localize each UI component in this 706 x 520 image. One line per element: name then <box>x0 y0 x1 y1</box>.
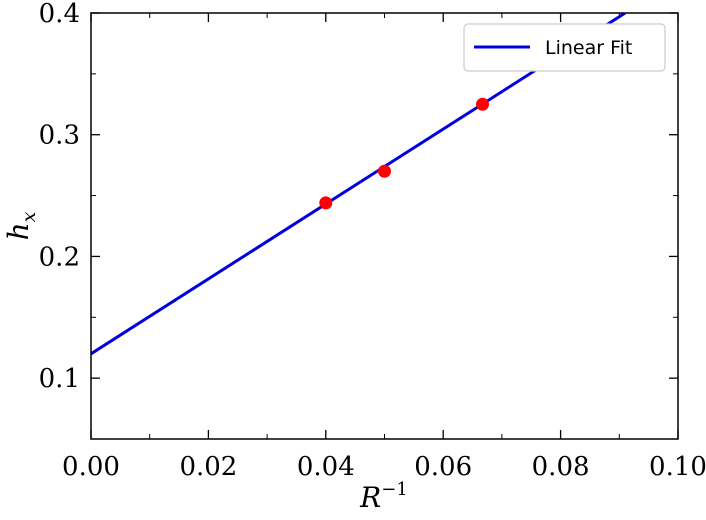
legend-label-linear-fit: Linear Fit <box>545 37 632 59</box>
axis-ticks <box>90 12 679 439</box>
data-point <box>378 164 391 178</box>
data-point <box>476 97 490 111</box>
x-tick-label: 0.08 <box>532 452 590 482</box>
y-tick-label: 0.2 <box>39 242 80 272</box>
y-tick-label: 0.3 <box>39 121 80 151</box>
x-axis-label-exponent: −1 <box>381 479 408 500</box>
y-axis-label-subscript: x <box>18 211 40 222</box>
data-point <box>319 196 333 210</box>
legend: Linear Fit <box>463 23 666 72</box>
x-tick-label: 0.10 <box>649 452 706 482</box>
x-tick-label: 0.00 <box>62 452 120 482</box>
y-tick-label: 0.1 <box>39 364 80 394</box>
y-tick-label: 0.4 <box>39 0 80 29</box>
x-axis-label: R−1 <box>359 479 408 514</box>
y-axis-label: hx <box>2 211 40 240</box>
legend-box <box>463 23 666 72</box>
x-tick-label: 0.02 <box>179 452 237 482</box>
x-tick-label: 0.06 <box>414 452 472 482</box>
x-tick-label: 0.04 <box>297 452 355 482</box>
plot-frame <box>90 12 679 440</box>
